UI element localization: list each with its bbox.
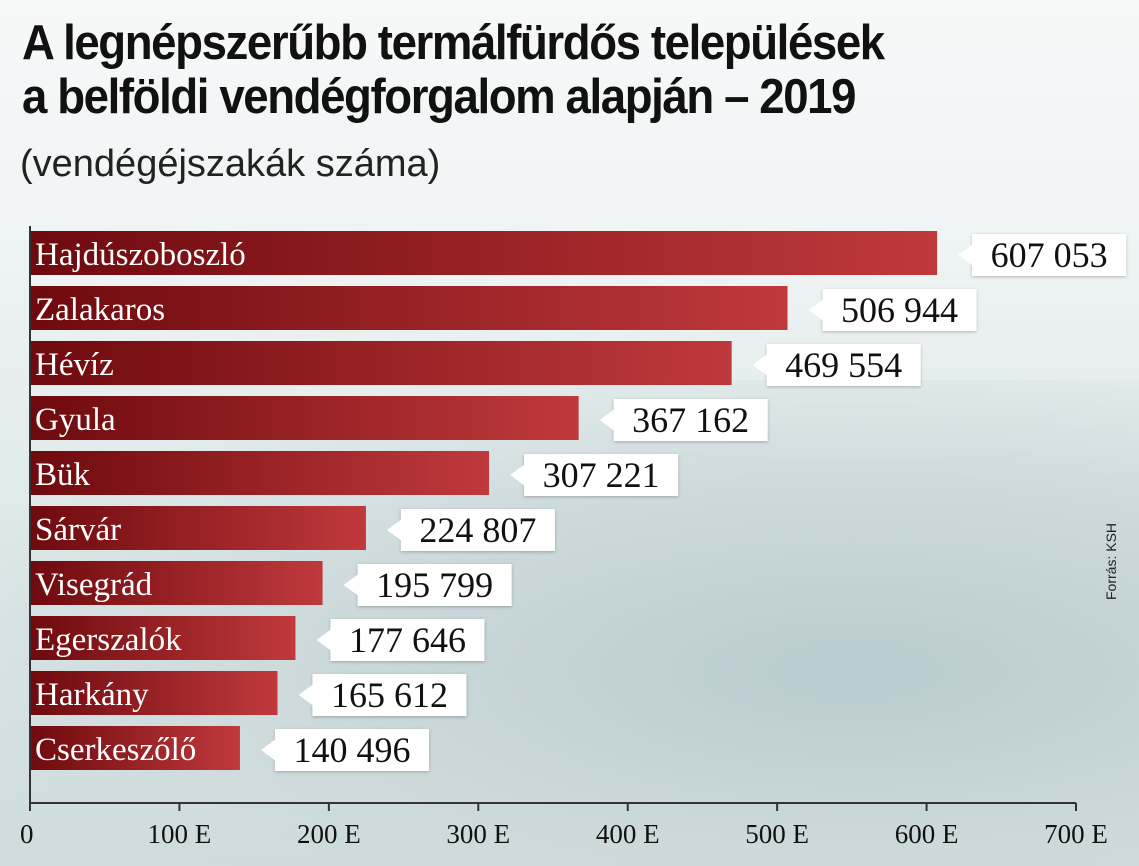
bar — [30, 341, 732, 385]
x-tick-label: 700 E — [1044, 819, 1108, 849]
value-label-box — [357, 564, 512, 606]
bar-value-label: 469 554 — [785, 345, 902, 385]
value-label-pointer — [958, 244, 974, 266]
bar — [30, 451, 490, 495]
bar — [30, 616, 296, 660]
bar-group: Visegrád 195 799 — [30, 561, 512, 606]
bar-group: Harkány 165 612 — [30, 671, 467, 716]
bar-value-label: 165 612 — [331, 675, 448, 715]
bar-value-label: 506 944 — [841, 290, 958, 330]
bar-group: Hajdúszoboszló 607 053 — [30, 231, 1127, 276]
x-axis: 0 100 E 200 E 300 E 400 E 500 E 600 E 700 E — [20, 226, 1108, 849]
bar-group: Egerszalók 177 646 — [30, 616, 485, 661]
bar-category-label: Hévíz — [35, 347, 114, 383]
x-tick-label: 300 E — [446, 819, 510, 849]
x-tick-label: 600 E — [895, 819, 959, 849]
value-label-box — [613, 399, 768, 441]
bar-value-label: 307 221 — [543, 455, 660, 495]
x-tick-label: 0 — [20, 819, 34, 849]
value-label-pointer — [386, 519, 402, 541]
value-label-pointer — [260, 739, 276, 761]
value-label-box — [972, 234, 1127, 276]
bar-value-label: 140 496 — [293, 730, 410, 770]
bar-value-label: 177 646 — [349, 620, 466, 660]
bar-category-label: Cserkeszőlő — [35, 732, 196, 768]
bar-category-label: Bük — [35, 457, 91, 493]
value-label-box — [330, 619, 485, 661]
value-label-pointer — [510, 464, 526, 486]
value-label-pointer — [298, 684, 314, 706]
bar — [30, 561, 323, 605]
bar-group: Sárvár 224 807 — [30, 506, 555, 551]
bar — [30, 671, 278, 715]
bar-group: Cserkeszőlő 140 496 — [30, 726, 429, 771]
bar-category-label: Sárvár — [35, 512, 121, 548]
bar-value-label: 195 799 — [376, 565, 493, 605]
bar-category-label: Harkány — [35, 677, 149, 713]
bar-category-label: Gyula — [35, 402, 116, 438]
title-line-1: A legnépszerűbb termálfürdős települések — [22, 16, 885, 70]
value-label-box — [822, 289, 977, 331]
bar-group: Zalakaros 506 944 — [30, 286, 977, 331]
bar-category-label: Egerszalók — [35, 622, 182, 658]
value-label-pointer — [599, 409, 615, 431]
x-tick-label: 100 E — [148, 819, 212, 849]
bar-group: Bük 307 221 — [30, 451, 679, 496]
chart-subtitle: (vendégéjszakák száma) — [20, 143, 441, 185]
value-label-box — [766, 344, 921, 386]
bar-category-label: Hajdúszoboszló — [35, 237, 246, 273]
bars-layer: Hajdúszoboszló 607 053 Zalakaros 506 944 Hév… — [30, 231, 1127, 771]
bar — [30, 506, 366, 550]
bar-category-label: Visegrád — [35, 567, 153, 603]
value-label-box — [312, 674, 467, 716]
x-tick-label: 400 E — [596, 819, 660, 849]
bar-group: Hévíz 469 554 — [30, 341, 921, 386]
value-label-pointer — [343, 574, 359, 596]
bar — [30, 726, 240, 770]
value-label-pointer — [808, 299, 824, 321]
bar — [30, 396, 579, 440]
x-tick-label: 200 E — [297, 819, 361, 849]
bar-value-label: 607 053 — [991, 235, 1108, 275]
value-label-pointer — [752, 354, 768, 376]
title-line-2: a belföldi vendégforgalom alapján – 2019 — [22, 70, 856, 124]
bar-value-label: 224 807 — [419, 510, 536, 550]
value-label-box — [274, 729, 429, 771]
value-label-box — [400, 509, 555, 551]
chart-title: A legnépszerűbb termálfürdős települések… — [22, 16, 885, 124]
bar-value-label: 367 162 — [632, 400, 749, 440]
x-tick-label: 500 E — [745, 819, 809, 849]
bar — [30, 231, 938, 275]
value-label-pointer — [316, 629, 332, 651]
bar — [30, 286, 788, 330]
value-label-box — [524, 454, 679, 496]
bar-group: Gyula 367 162 — [30, 396, 768, 441]
bar-category-label: Zalakaros — [35, 292, 165, 328]
